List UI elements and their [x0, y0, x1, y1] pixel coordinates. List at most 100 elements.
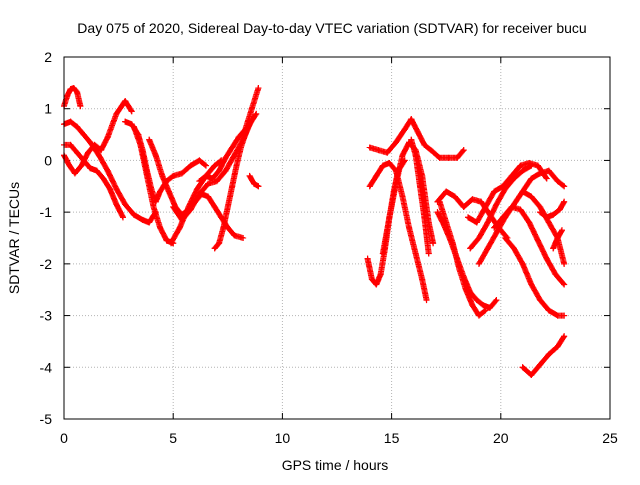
data-point: [128, 108, 135, 115]
data-point: [399, 193, 406, 200]
data-point: [67, 86, 74, 93]
data-point: [519, 260, 526, 267]
data-point: [373, 172, 380, 179]
data-point: [67, 118, 74, 125]
data-point: [211, 162, 218, 169]
data-point: [66, 162, 73, 169]
data-series: [196, 85, 262, 185]
data-point: [423, 297, 430, 304]
data-point: [104, 134, 111, 141]
data-point: [517, 162, 524, 169]
data-point: [137, 141, 144, 148]
data-point: [401, 126, 408, 133]
grid: [64, 57, 610, 419]
data-point: [248, 105, 255, 112]
data-point: [460, 203, 467, 210]
data-point: [85, 149, 92, 156]
data-point: [80, 131, 87, 138]
data-point: [561, 183, 568, 190]
data-point: [537, 209, 544, 216]
data-series: [537, 198, 568, 221]
data-point: [366, 144, 373, 151]
data-point: [237, 144, 244, 151]
data-point: [152, 152, 159, 159]
data-point: [486, 304, 493, 311]
data-point: [157, 224, 164, 231]
data-point: [480, 302, 487, 309]
data-point: [550, 211, 557, 218]
data-point: [100, 175, 107, 182]
data-point: [113, 201, 120, 208]
data-point: [386, 214, 393, 221]
data-point: [143, 172, 150, 179]
data-point: [216, 240, 223, 247]
data-series: [246, 172, 262, 190]
data-point: [146, 219, 153, 226]
data-point: [467, 245, 474, 252]
data-point: [545, 307, 552, 314]
data-point: [434, 209, 441, 216]
data-point: [392, 180, 399, 187]
data-point: [478, 198, 485, 205]
data-point: [436, 198, 443, 205]
data-point: [253, 110, 260, 117]
data-point: [558, 227, 565, 234]
data-point: [414, 128, 421, 135]
data-point: [67, 141, 74, 148]
y-tick-label: 2: [44, 49, 52, 65]
data-point: [220, 224, 227, 231]
x-axis-label: GPS time / hours: [282, 457, 389, 473]
data-point: [554, 312, 561, 319]
data-point: [231, 232, 238, 239]
data-point: [104, 167, 111, 174]
data-point: [517, 206, 524, 213]
data-point: [130, 211, 137, 218]
y-tick-label: 1: [44, 101, 52, 117]
data-point: [211, 203, 218, 210]
x-tick-label: 0: [60, 430, 68, 446]
data-point: [163, 237, 170, 244]
data-point: [469, 196, 476, 203]
data-point: [95, 152, 102, 159]
data-point: [545, 167, 552, 174]
data-point: [364, 255, 371, 262]
data-point: [416, 183, 423, 190]
data-point: [229, 183, 236, 190]
data-point: [510, 245, 517, 252]
data-point: [528, 193, 535, 200]
data-point: [211, 245, 218, 252]
data-point: [425, 250, 432, 257]
data-point: [170, 172, 177, 179]
data-point: [552, 271, 559, 278]
data-point: [412, 250, 419, 257]
data-points: [61, 85, 568, 379]
data-point: [222, 167, 229, 174]
data-point: [528, 175, 535, 182]
data-point: [537, 170, 544, 177]
data-point: [445, 154, 452, 161]
data-point: [255, 183, 262, 190]
data-point: [113, 185, 120, 192]
x-tick-label: 5: [169, 430, 177, 446]
data-point: [499, 214, 506, 221]
x-tick-label: 10: [275, 430, 291, 446]
data-point: [229, 144, 236, 151]
data-point: [556, 206, 563, 213]
data-point: [519, 364, 526, 371]
data-point: [554, 235, 561, 241]
data-point: [451, 193, 458, 200]
data-series: [130, 123, 177, 247]
data-point: [187, 206, 194, 213]
data-point: [443, 188, 450, 195]
data-point: [196, 178, 203, 185]
data-point: [412, 152, 419, 159]
data-point: [561, 312, 568, 319]
data-point: [168, 240, 175, 247]
data-series: [61, 141, 126, 221]
data-point: [375, 147, 382, 154]
data-point: [408, 116, 415, 123]
data-point: [561, 198, 568, 205]
data-point: [502, 185, 509, 192]
